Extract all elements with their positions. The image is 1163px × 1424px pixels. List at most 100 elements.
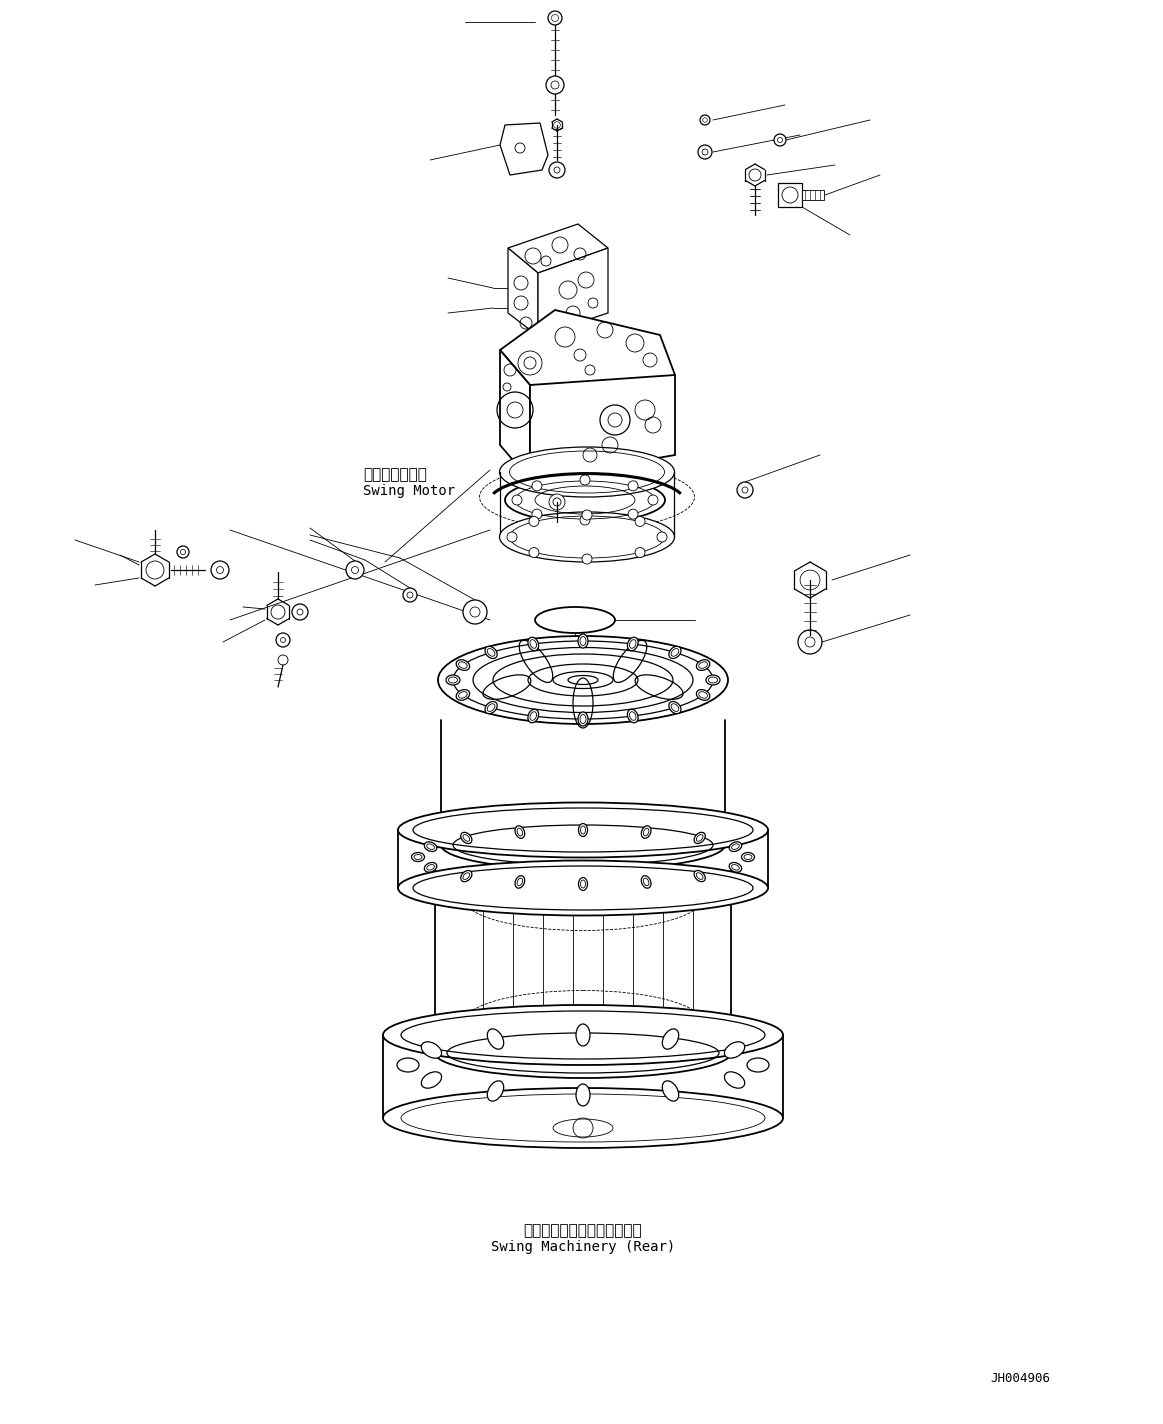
Ellipse shape bbox=[742, 853, 755, 862]
Circle shape bbox=[507, 533, 518, 543]
Circle shape bbox=[177, 545, 190, 558]
Circle shape bbox=[635, 517, 645, 527]
Bar bbox=[398, 830, 768, 889]
Circle shape bbox=[798, 629, 822, 654]
Ellipse shape bbox=[398, 860, 768, 916]
Ellipse shape bbox=[499, 447, 675, 497]
Ellipse shape bbox=[499, 513, 675, 562]
Ellipse shape bbox=[456, 689, 470, 701]
Ellipse shape bbox=[383, 1088, 783, 1148]
Ellipse shape bbox=[697, 689, 709, 701]
Circle shape bbox=[211, 561, 229, 580]
Circle shape bbox=[580, 515, 590, 525]
Ellipse shape bbox=[669, 646, 682, 658]
Ellipse shape bbox=[662, 1081, 679, 1101]
Polygon shape bbox=[500, 310, 675, 410]
Circle shape bbox=[775, 134, 786, 147]
Circle shape bbox=[700, 115, 709, 125]
Ellipse shape bbox=[528, 637, 538, 651]
Ellipse shape bbox=[515, 826, 525, 839]
Ellipse shape bbox=[729, 863, 742, 871]
Ellipse shape bbox=[578, 634, 588, 648]
Bar bbox=[802, 189, 825, 199]
Circle shape bbox=[512, 496, 522, 506]
Ellipse shape bbox=[725, 1042, 744, 1058]
Polygon shape bbox=[508, 248, 538, 336]
Ellipse shape bbox=[641, 876, 651, 889]
Circle shape bbox=[463, 600, 487, 624]
Circle shape bbox=[292, 604, 308, 619]
Ellipse shape bbox=[725, 1072, 744, 1088]
Ellipse shape bbox=[627, 709, 638, 723]
Bar bbox=[778, 184, 802, 206]
Ellipse shape bbox=[578, 712, 588, 726]
Circle shape bbox=[648, 496, 658, 506]
Ellipse shape bbox=[627, 637, 638, 651]
Ellipse shape bbox=[398, 803, 768, 857]
Ellipse shape bbox=[729, 842, 742, 852]
Ellipse shape bbox=[706, 675, 720, 685]
Circle shape bbox=[580, 476, 590, 486]
Ellipse shape bbox=[421, 1042, 442, 1058]
Polygon shape bbox=[508, 224, 608, 273]
Polygon shape bbox=[533, 330, 608, 356]
Ellipse shape bbox=[438, 637, 728, 723]
Circle shape bbox=[276, 634, 290, 646]
Circle shape bbox=[635, 548, 645, 558]
Ellipse shape bbox=[421, 1072, 442, 1088]
Ellipse shape bbox=[694, 870, 705, 881]
Ellipse shape bbox=[445, 675, 461, 685]
Circle shape bbox=[582, 510, 592, 520]
Circle shape bbox=[529, 517, 538, 527]
Circle shape bbox=[628, 510, 638, 520]
Circle shape bbox=[698, 145, 712, 159]
Circle shape bbox=[549, 162, 565, 178]
Text: Swing Motor: Swing Motor bbox=[363, 484, 455, 498]
Circle shape bbox=[549, 494, 565, 510]
Text: JH004906: JH004906 bbox=[990, 1371, 1050, 1386]
Ellipse shape bbox=[461, 832, 472, 843]
Circle shape bbox=[582, 554, 592, 564]
Ellipse shape bbox=[697, 659, 709, 671]
Ellipse shape bbox=[747, 1058, 769, 1072]
Ellipse shape bbox=[461, 870, 472, 881]
Circle shape bbox=[531, 481, 542, 491]
Circle shape bbox=[545, 75, 564, 94]
Ellipse shape bbox=[487, 1081, 504, 1101]
Ellipse shape bbox=[576, 1024, 590, 1047]
Polygon shape bbox=[530, 375, 675, 480]
Ellipse shape bbox=[485, 646, 497, 658]
Circle shape bbox=[404, 588, 418, 602]
Circle shape bbox=[531, 510, 542, 520]
Ellipse shape bbox=[641, 826, 651, 839]
Ellipse shape bbox=[694, 832, 705, 843]
Ellipse shape bbox=[669, 702, 682, 713]
Ellipse shape bbox=[383, 1005, 783, 1065]
Polygon shape bbox=[500, 122, 548, 175]
Polygon shape bbox=[500, 350, 530, 480]
Text: スイングマシナリ（リヤー）: スイングマシナリ（リヤー） bbox=[523, 1223, 642, 1237]
Ellipse shape bbox=[505, 477, 665, 523]
Ellipse shape bbox=[515, 876, 525, 889]
Circle shape bbox=[529, 548, 538, 558]
Ellipse shape bbox=[456, 659, 470, 671]
Circle shape bbox=[657, 533, 668, 543]
Ellipse shape bbox=[424, 842, 437, 852]
Circle shape bbox=[737, 481, 752, 498]
Circle shape bbox=[347, 561, 364, 580]
Ellipse shape bbox=[454, 641, 713, 719]
Ellipse shape bbox=[528, 709, 538, 723]
Ellipse shape bbox=[578, 877, 587, 890]
Circle shape bbox=[628, 481, 638, 491]
Ellipse shape bbox=[485, 702, 497, 713]
Ellipse shape bbox=[441, 820, 725, 870]
Ellipse shape bbox=[397, 1058, 419, 1072]
Ellipse shape bbox=[412, 853, 424, 862]
Bar bbox=[435, 869, 732, 1052]
Ellipse shape bbox=[435, 1028, 732, 1078]
Ellipse shape bbox=[662, 1030, 679, 1049]
Text: スイングモータ: スイングモータ bbox=[363, 467, 427, 481]
Bar bbox=[441, 721, 725, 844]
Polygon shape bbox=[538, 248, 608, 336]
Ellipse shape bbox=[487, 1030, 504, 1049]
